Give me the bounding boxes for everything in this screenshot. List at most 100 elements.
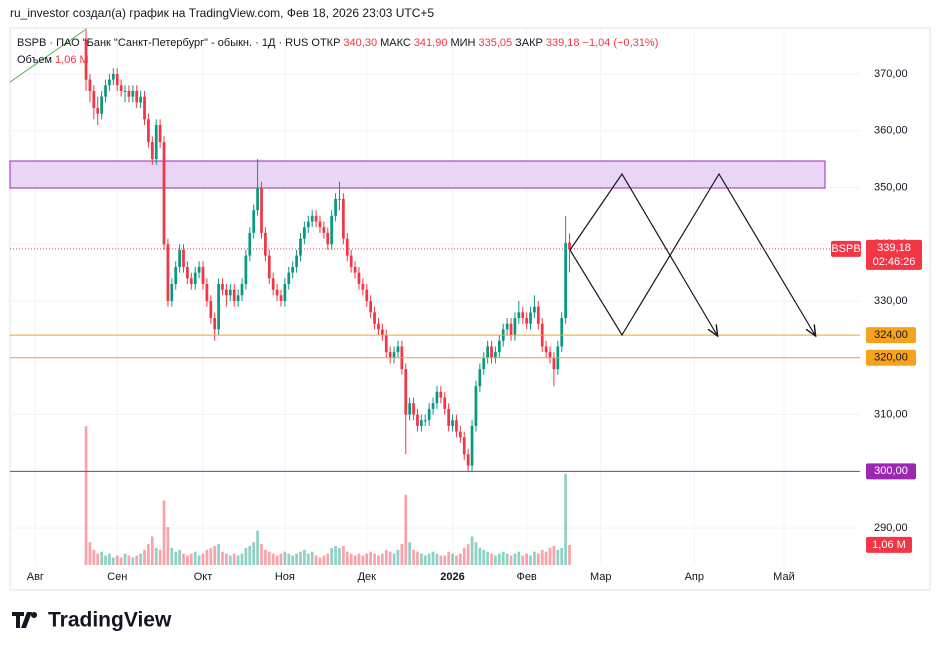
candle-body bbox=[123, 90, 127, 92]
candle-body bbox=[525, 318, 528, 324]
volume-bar bbox=[548, 547, 552, 565]
candle-body bbox=[482, 357, 486, 370]
volume-bar bbox=[345, 551, 349, 565]
candle-body bbox=[529, 312, 532, 324]
candle-body bbox=[416, 414, 419, 426]
candle-body bbox=[260, 187, 263, 233]
candle-body bbox=[447, 408, 451, 426]
volume-bar bbox=[205, 549, 209, 565]
candle-body bbox=[322, 227, 326, 233]
candle-body bbox=[217, 283, 220, 330]
candle-body bbox=[470, 425, 474, 466]
candle-body bbox=[166, 244, 170, 302]
volume-bar bbox=[197, 555, 201, 565]
volume-bar bbox=[330, 547, 334, 565]
candle-body bbox=[154, 125, 158, 160]
legend-row: BSPB · ПАО "Банк "Санкт-Петербург" - обы… bbox=[17, 35, 661, 52]
candle-body bbox=[408, 403, 412, 415]
candle-body bbox=[170, 283, 174, 302]
volume-bar bbox=[182, 553, 185, 565]
candle-body bbox=[505, 323, 509, 330]
candle-body bbox=[92, 90, 96, 108]
candle-body bbox=[111, 73, 115, 80]
candle-body bbox=[201, 266, 205, 284]
symbol-badge-bg bbox=[831, 240, 861, 257]
candle-body bbox=[509, 323, 513, 336]
volume-bar bbox=[166, 527, 170, 565]
x-tick-label: Апр bbox=[685, 571, 704, 583]
volume-bar bbox=[521, 555, 525, 565]
y-tick-label: 310,00 bbox=[874, 408, 908, 420]
candle-body bbox=[189, 278, 193, 284]
candle-body bbox=[264, 232, 267, 256]
volume-bar bbox=[170, 547, 174, 565]
ohlc-value: 340,30 bbox=[343, 37, 378, 49]
candle-body bbox=[521, 312, 525, 319]
volume-bar bbox=[150, 536, 154, 565]
candle-body bbox=[240, 283, 244, 296]
volume-bar bbox=[466, 544, 470, 565]
volume-bar bbox=[338, 547, 341, 565]
volume-bar bbox=[435, 553, 439, 565]
volume-bar bbox=[299, 551, 302, 565]
volume-bar bbox=[115, 555, 119, 565]
volume-bar bbox=[482, 549, 486, 565]
volume-bar bbox=[400, 544, 404, 565]
candle-body bbox=[392, 352, 396, 358]
candle-body bbox=[225, 289, 228, 296]
volume-bar bbox=[451, 553, 454, 565]
volume-bar bbox=[349, 553, 353, 565]
candle-body bbox=[271, 278, 275, 290]
x-tick-label: Авг bbox=[27, 571, 44, 583]
level-badge bbox=[866, 463, 916, 480]
volume-bar bbox=[412, 549, 415, 565]
volume-bar bbox=[505, 553, 509, 565]
candle-body bbox=[361, 283, 365, 290]
volume-bar bbox=[143, 549, 146, 565]
candle-body bbox=[303, 227, 306, 239]
candle-body bbox=[135, 90, 139, 103]
volume-bar bbox=[392, 553, 396, 565]
candle-body bbox=[283, 283, 287, 302]
volume-badge bbox=[866, 536, 912, 553]
candle-body bbox=[228, 289, 232, 296]
volume-bar bbox=[431, 551, 435, 565]
candle-body bbox=[104, 85, 107, 97]
volume-bar bbox=[244, 547, 248, 565]
candle-body bbox=[552, 357, 556, 370]
candle-body bbox=[427, 408, 431, 421]
candle-body bbox=[84, 39, 88, 80]
candle-body bbox=[236, 295, 240, 302]
volume-bar bbox=[217, 544, 220, 565]
volume-bar bbox=[256, 530, 259, 565]
legend-row: Объем 1,06 M bbox=[17, 52, 661, 69]
candle-body bbox=[232, 289, 236, 302]
volume-bar bbox=[119, 557, 123, 565]
y-tick-label: 290,00 bbox=[874, 522, 908, 534]
symbol: BSPB · ПАО "Банк "Санкт-Петербург" - обы… bbox=[17, 37, 309, 49]
candle-body bbox=[213, 318, 217, 330]
candle-body bbox=[330, 215, 334, 245]
brand: TradingView bbox=[48, 609, 172, 632]
volume-bar bbox=[497, 553, 501, 565]
volume-bar bbox=[462, 547, 466, 565]
candle-body bbox=[256, 187, 259, 211]
candle-body bbox=[267, 255, 271, 279]
y-tick-label: 330,00 bbox=[874, 295, 908, 307]
y-tick-label: 350,00 bbox=[874, 181, 908, 193]
legend: BSPB · ПАО "Банк "Санкт-Петербург" - обы… bbox=[17, 35, 661, 69]
volume-bar bbox=[380, 553, 384, 565]
candle-body bbox=[139, 96, 142, 103]
candle-body bbox=[221, 283, 224, 290]
volume-bar bbox=[365, 553, 369, 565]
volume-bar bbox=[458, 553, 462, 565]
volume-bar bbox=[560, 547, 564, 565]
volume-bar bbox=[209, 547, 213, 565]
level-badge bbox=[866, 349, 916, 366]
candle-body bbox=[357, 272, 361, 284]
candle-body bbox=[127, 90, 131, 97]
candle-body bbox=[150, 142, 154, 160]
volume-bar bbox=[513, 553, 517, 565]
candle-body bbox=[462, 437, 466, 455]
